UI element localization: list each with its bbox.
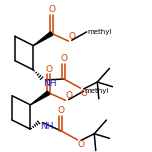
Text: methyl: methyl xyxy=(87,29,111,35)
Text: NH: NH xyxy=(43,79,57,88)
Text: O: O xyxy=(69,32,76,41)
Text: O: O xyxy=(45,65,52,74)
Polygon shape xyxy=(33,32,53,46)
Text: O: O xyxy=(60,54,67,63)
Text: O: O xyxy=(48,5,55,14)
Text: O: O xyxy=(66,91,73,100)
Polygon shape xyxy=(30,91,50,105)
Text: O: O xyxy=(78,140,85,149)
Text: NH: NH xyxy=(40,122,54,131)
Text: O: O xyxy=(81,89,88,98)
Text: methyl: methyl xyxy=(84,88,108,94)
Text: O: O xyxy=(57,106,64,115)
